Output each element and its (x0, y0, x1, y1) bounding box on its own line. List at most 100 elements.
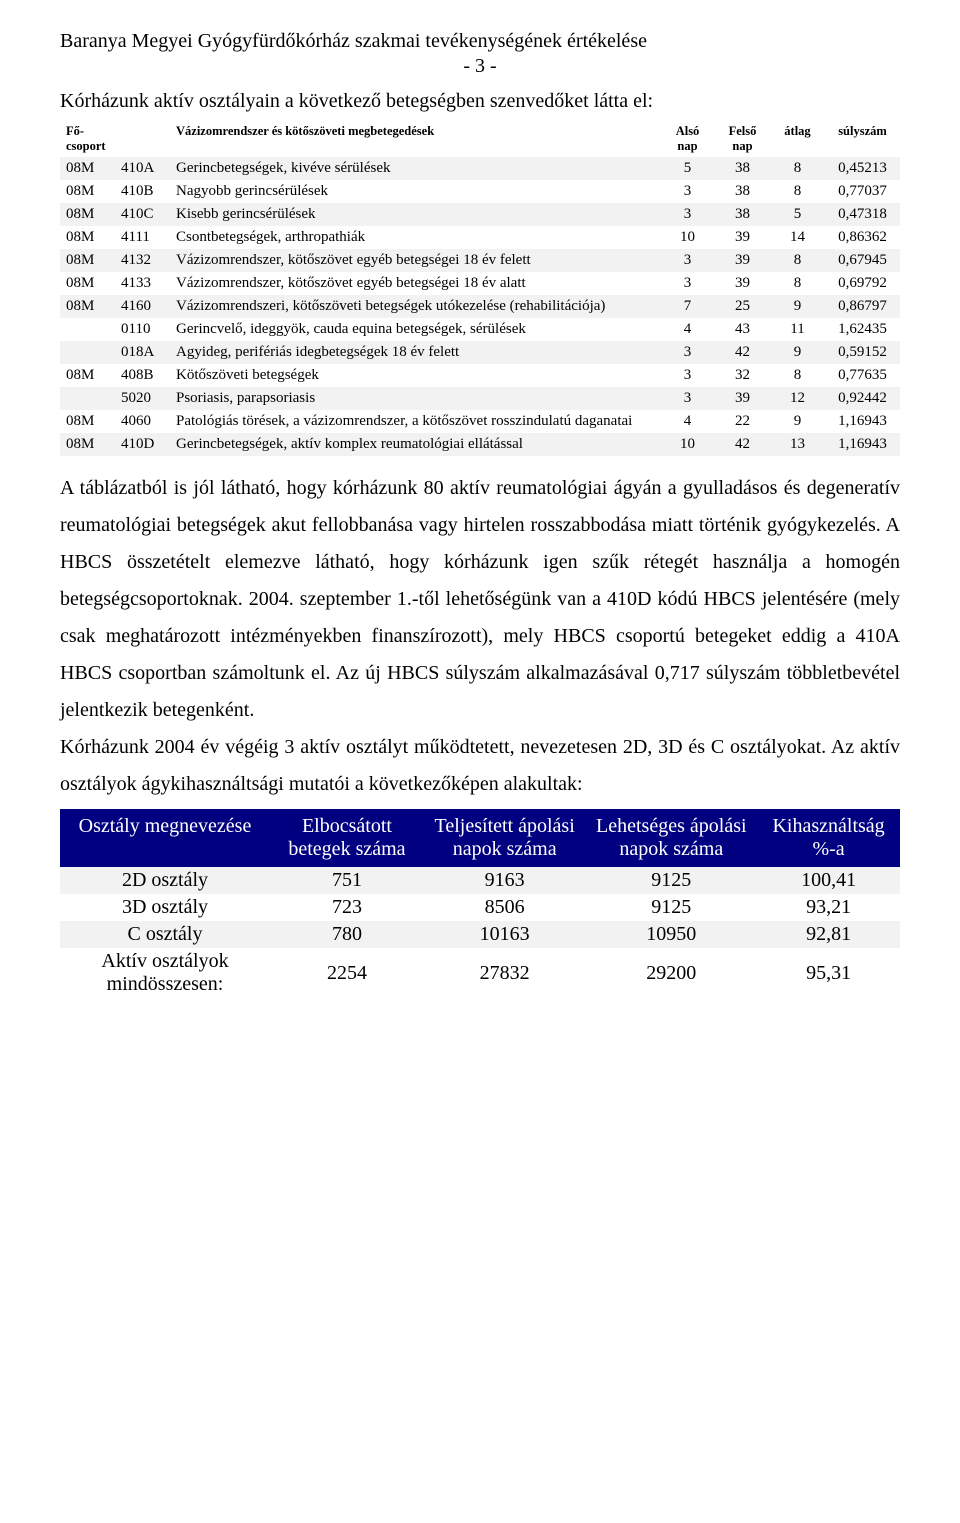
col-weight: súlyszám (825, 121, 900, 157)
sum-cell-utilization: 92,81 (757, 921, 900, 948)
sum-col-utilization: Kihasználtság %-a (757, 809, 900, 867)
cell-low: 10 (660, 433, 715, 456)
cell-avg: 9 (770, 341, 825, 364)
cell-code: 4060 (115, 410, 170, 433)
cell-low: 3 (660, 364, 715, 387)
page-header-title: Baranya Megyei Gyógyfürdőkórház szakmai … (60, 30, 900, 53)
cell-weight: 1,62435 (825, 318, 900, 341)
cell-name: Vázizomrendszeri, kötőszöveti betegségek… (170, 295, 660, 318)
cell-code: 5020 (115, 387, 170, 410)
cell-low: 10 (660, 226, 715, 249)
cell-weight: 0,92442 (825, 387, 900, 410)
cell-code: 410A (115, 157, 170, 180)
table-row: 08M4111Csontbetegségek, arthropathiák103… (60, 226, 900, 249)
cell-name: Patológiás törések, a vázizomrendszer, a… (170, 410, 660, 433)
cell-weight: 0,86797 (825, 295, 900, 318)
cell-name: Csontbetegségek, arthropathiák (170, 226, 660, 249)
cell-name: Agyideg, perifériás idegbetegségek 18 év… (170, 341, 660, 364)
sum-cell-days-done: 8506 (424, 894, 585, 921)
cell-weight: 1,16943 (825, 410, 900, 433)
cell-high: 22 (715, 410, 770, 433)
cell-avg: 8 (770, 364, 825, 387)
col-name: Vázizomrendszer és kötőszöveti megbetege… (170, 121, 660, 157)
cell-group: 08M (60, 249, 115, 272)
cell-code: 410C (115, 203, 170, 226)
sum-col-name: Osztály megnevezése (60, 809, 270, 867)
intro-text: Kórházunk aktív osztályain a következő b… (60, 90, 900, 113)
cell-avg: 9 (770, 295, 825, 318)
sum-cell-discharged: 751 (270, 867, 424, 894)
cell-avg: 8 (770, 180, 825, 203)
sum-cell-days-done: 10163 (424, 921, 585, 948)
sum-cell-name: C osztály (60, 921, 270, 948)
cell-high: 42 (715, 433, 770, 456)
table-row: 08M410CKisebb gerincsérülések33850,47318 (60, 203, 900, 226)
cell-high: 43 (715, 318, 770, 341)
cell-weight: 0,45213 (825, 157, 900, 180)
cell-group: 08M (60, 272, 115, 295)
sum-cell-discharged: 723 (270, 894, 424, 921)
diagnosis-table: Fő-csoport Vázizomrendszer és kötőszövet… (60, 121, 900, 456)
cell-low: 3 (660, 249, 715, 272)
table-row: 08M410BNagyobb gerincsérülések33880,7703… (60, 180, 900, 203)
cell-code: 408B (115, 364, 170, 387)
cell-group: 08M (60, 433, 115, 456)
cell-group: 08M (60, 157, 115, 180)
cell-low: 5 (660, 157, 715, 180)
table-row: 08M4160Vázizomrendszeri, kötőszöveti bet… (60, 295, 900, 318)
cell-low: 3 (660, 387, 715, 410)
cell-high: 25 (715, 295, 770, 318)
cell-high: 38 (715, 157, 770, 180)
cell-weight: 0,69792 (825, 272, 900, 295)
col-highday: Felső nap (715, 121, 770, 157)
page-number: - 3 - (60, 55, 900, 78)
cell-high: 39 (715, 387, 770, 410)
cell-name: Kisebb gerincsérülések (170, 203, 660, 226)
cell-avg: 13 (770, 433, 825, 456)
cell-weight: 1,16943 (825, 433, 900, 456)
table-row: 08M410DGerincbetegségek, aktív komplex r… (60, 433, 900, 456)
table-row: 08M4060Patológiás törések, a vázizomrend… (60, 410, 900, 433)
sum-cell-name: Aktív osztályok mindösszesen: (60, 948, 270, 998)
cell-name: Gerincbetegségek, kivéve sérülések (170, 157, 660, 180)
table-row: 08M4132Vázizomrendszer, kötőszövet egyéb… (60, 249, 900, 272)
cell-group: 08M (60, 410, 115, 433)
cell-high: 38 (715, 180, 770, 203)
col-avg: átlag (770, 121, 825, 157)
cell-high: 39 (715, 249, 770, 272)
cell-high: 42 (715, 341, 770, 364)
cell-code: 4132 (115, 249, 170, 272)
sum-col-discharged: Elbocsátott betegek száma (270, 809, 424, 867)
cell-code: 4160 (115, 295, 170, 318)
table-row: 2D osztály75191639125100,41 (60, 867, 900, 894)
sum-cell-discharged: 2254 (270, 948, 424, 998)
cell-low: 3 (660, 341, 715, 364)
cell-weight: 0,77635 (825, 364, 900, 387)
sum-cell-days-possible: 29200 (585, 948, 757, 998)
col-lowday: Alsó nap (660, 121, 715, 157)
col-code (115, 121, 170, 157)
cell-low: 3 (660, 272, 715, 295)
table-row: 018AAgyideg, perifériás idegbetegségek 1… (60, 341, 900, 364)
cell-group: 08M (60, 180, 115, 203)
cell-name: Vázizomrendszer, kötőszövet egyéb betegs… (170, 272, 660, 295)
table-row: 0110Gerincvelő, ideggyök, cauda equina b… (60, 318, 900, 341)
cell-weight: 0,47318 (825, 203, 900, 226)
sum-cell-utilization: 100,41 (757, 867, 900, 894)
cell-avg: 14 (770, 226, 825, 249)
cell-name: Psoriasis, parapsoriasis (170, 387, 660, 410)
cell-code: 410D (115, 433, 170, 456)
cell-weight: 0,59152 (825, 341, 900, 364)
cell-code: 4111 (115, 226, 170, 249)
body-paragraph-1: A táblázatból is jól látható, hogy kórhá… (60, 470, 900, 729)
cell-name: Vázizomrendszer, kötőszövet egyéb betegs… (170, 249, 660, 272)
cell-weight: 0,86362 (825, 226, 900, 249)
cell-group: 08M (60, 203, 115, 226)
sum-cell-utilization: 95,31 (757, 948, 900, 998)
col-group: Fő-csoport (60, 121, 115, 157)
sum-cell-name: 3D osztály (60, 894, 270, 921)
table-row: C osztály780101631095092,81 (60, 921, 900, 948)
cell-avg: 5 (770, 203, 825, 226)
cell-low: 7 (660, 295, 715, 318)
summary-table: Osztály megnevezése Elbocsátott betegek … (60, 809, 900, 998)
